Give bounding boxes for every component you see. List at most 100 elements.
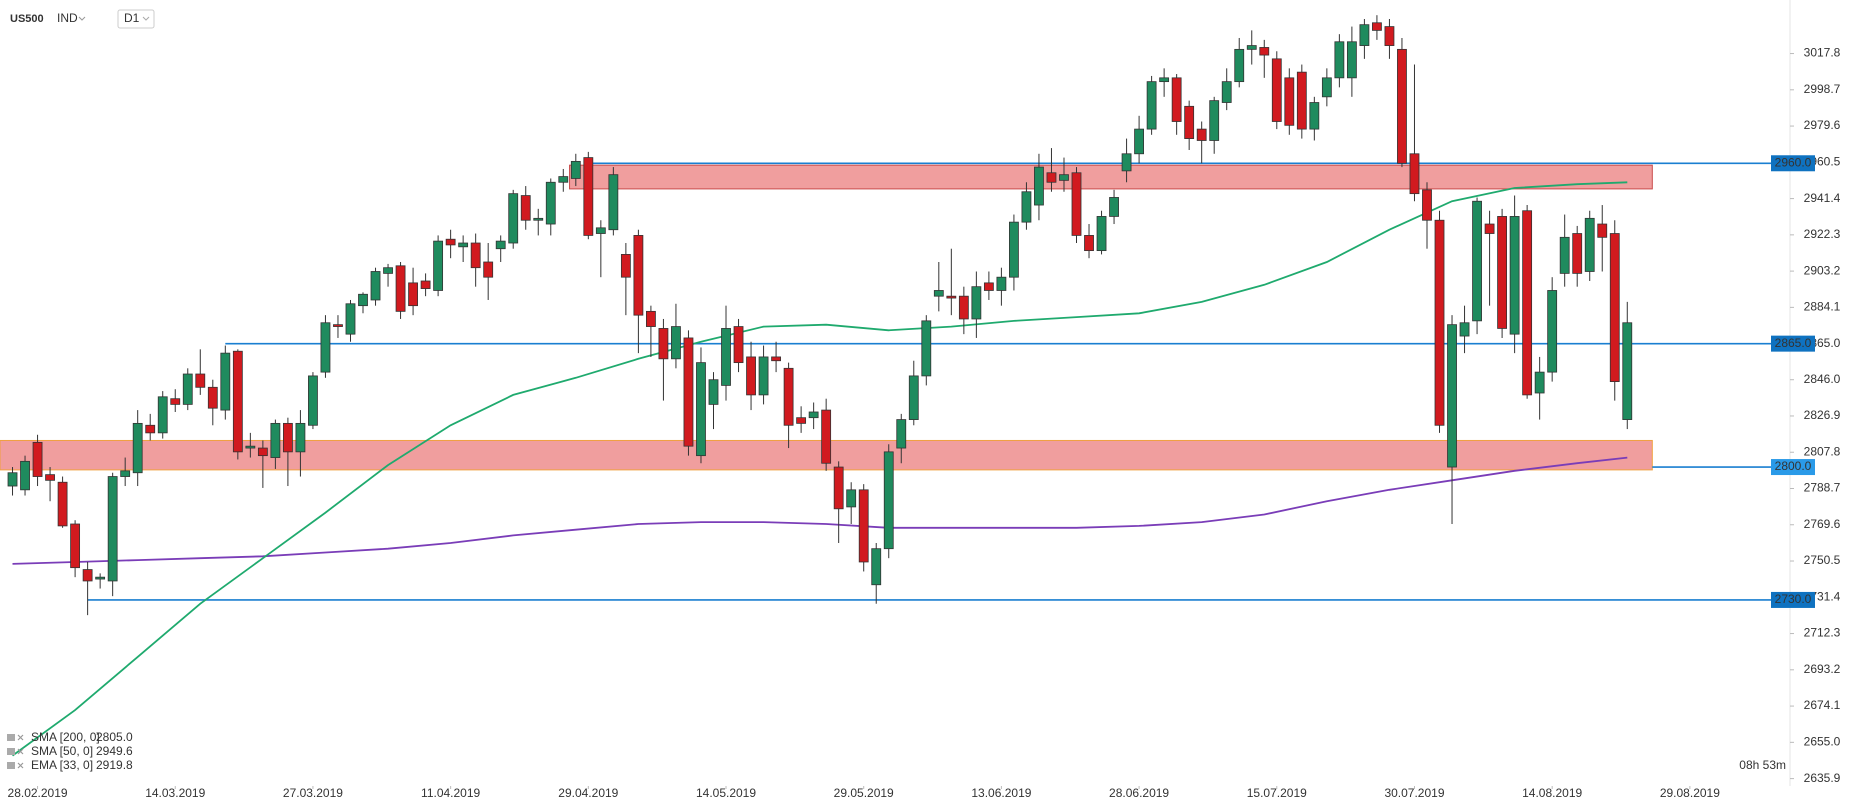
candle-body [1096,216,1107,252]
candle-body [1334,41,1345,79]
candle-body [207,386,218,409]
candle-body [1209,100,1220,141]
candle [1509,195,1520,354]
y-tick-label: 2826.9 [1804,408,1841,422]
candle-body [420,280,431,289]
candle [958,286,969,335]
candle [620,243,631,316]
candle [1422,182,1432,249]
dropdown-icon[interactable] [78,16,86,21]
candle [1021,182,1032,230]
candle-body [1284,77,1295,126]
candle-body [946,295,957,299]
y-tick-label: 2884.1 [1804,300,1841,314]
candle [1234,37,1245,88]
candle [358,292,368,314]
candle-body [170,398,181,405]
interval-icon[interactable] [142,16,150,21]
legend-close [17,762,24,769]
market: IND [57,11,78,25]
candle-body [470,242,481,269]
candle [1171,74,1182,135]
candle-body [646,310,656,327]
candle [1472,197,1482,335]
candle-body [1146,81,1157,130]
candle-body [746,356,756,396]
legend-close [17,748,24,755]
candle-body [1034,166,1044,206]
candle [7,467,18,496]
candle [1334,34,1345,88]
candle-body [370,271,381,301]
candle-body [1309,102,1320,130]
candle-body [808,411,819,419]
candle [1459,305,1470,354]
legend-value: 2919.8 [96,758,133,772]
candle [420,273,431,297]
candle-body [1121,153,1132,172]
candle-body [658,328,669,360]
candle [1009,214,1019,291]
candle-body [57,481,68,527]
candle-body [933,290,944,297]
candle-body [483,261,494,278]
candle-body [395,265,406,312]
candle [833,461,844,543]
candle-body [721,328,731,386]
candle-body [270,422,281,458]
candle-body [1271,58,1282,122]
candle [207,379,218,426]
candle-body [1234,48,1245,83]
candle [858,484,869,572]
candle-body [1497,216,1508,329]
candle-body [1384,26,1395,46]
candle [1209,96,1220,154]
candle-body [1509,216,1520,335]
candle [1584,210,1595,281]
x-tick-label: 14.03.2019 [145,786,205,800]
candle [1046,148,1057,192]
symbol[interactable]: US500 [10,13,44,25]
y-tick-label: 2635.9 [1804,771,1841,785]
candle-body [1346,41,1357,79]
candle [107,472,118,597]
candle-body [308,375,318,426]
candle-body [1472,200,1482,322]
interval-box[interactable] [117,9,155,29]
candle [245,432,256,458]
candle-body [996,276,1007,291]
candle [1271,51,1282,130]
candle [846,482,857,524]
level-label-box [1771,335,1815,352]
candle-body [1084,235,1094,252]
candle [170,389,181,412]
candle-body [545,181,556,225]
candle-body [583,157,594,236]
candle [983,271,994,300]
candle [57,476,68,528]
level-label-box [1771,591,1815,608]
candle [282,417,293,487]
candle-body [683,337,694,447]
candle-body [1171,77,1182,122]
candle [1547,277,1558,382]
interval[interactable]: D1 [124,11,140,25]
y-tick-label: 2693.2 [1804,662,1841,676]
zone [569,164,1653,190]
candle-body [1522,210,1533,396]
y-tick-label: 2903.2 [1804,263,1841,277]
candle [182,368,193,411]
candle-body [1021,191,1032,223]
candle [1096,210,1107,255]
candle-body [971,286,982,320]
candle [1109,189,1119,225]
candle [270,419,281,469]
candle [1321,68,1332,107]
legend-icon [7,762,15,769]
candle [721,305,731,401]
candle [520,186,531,230]
x-tick-label: 13.06.2019 [971,786,1031,800]
candle-body [871,548,882,586]
candle-body [1246,45,1257,50]
